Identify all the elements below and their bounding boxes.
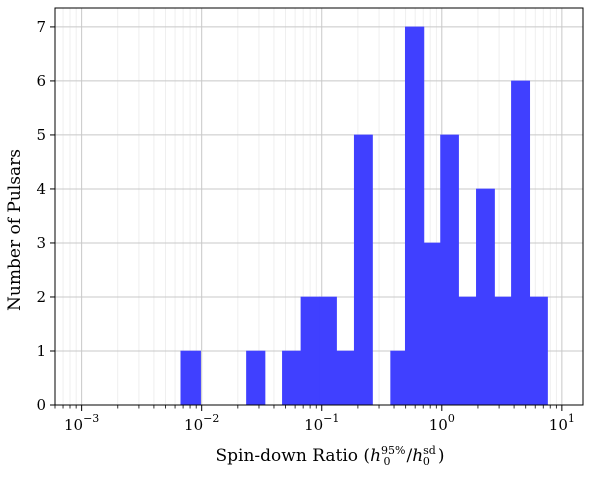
x-tick-label: 10−3 [64,412,99,434]
x-tick-label: 10−1 [304,412,339,434]
x-title-num-sub: 0 [383,455,390,468]
histogram-bar [246,350,266,406]
y-tick-label: 0 [36,396,46,414]
histogram-bar [353,134,373,406]
x-axis-title: Spin-down Ratio (h95% 0/hsd 0) [216,444,445,468]
x-tick-label-base: 10 [184,416,203,434]
histogram-bar [494,296,512,406]
bar-layer [180,26,548,406]
histogram-bar [476,188,495,406]
histogram-bar [440,134,459,406]
x-title-num-base: h [370,446,381,466]
axes-layer [54,7,584,406]
x-tick-label-exponent: 1 [568,412,575,425]
x-title-num-sup: 95% [381,444,405,457]
histogram-bar [319,296,337,406]
histogram-bar [404,26,425,406]
histogram-bar [282,350,302,406]
x-tick-label-base: 10 [549,416,568,434]
x-tick-label-exponent: −3 [83,412,99,425]
histogram-bar [511,80,531,406]
y-tick-label: 5 [36,126,46,144]
histogram-bar [180,350,201,406]
plot-frame [54,7,584,406]
x-tick-label: 101 [549,412,575,434]
x-tick-label-base: 10 [64,416,83,434]
histogram-bar [458,296,477,406]
y-tick-label: 2 [36,288,46,306]
x-tick-label: 10−2 [184,412,219,434]
y-axis-title: Number of Pulsars [5,149,25,311]
x-tick-label-exponent: −1 [323,412,339,425]
x-title-prefix: Spin-down Ratio ( [216,446,371,466]
y-tick-label: 3 [36,234,46,252]
histogram-bar [423,242,441,406]
histogram-bar [300,296,320,406]
x-tick-label-base: 10 [429,416,448,434]
x-tick-label: 100 [429,412,455,434]
x-title-suffix: ) [438,446,445,466]
x-title-den-sub: 0 [423,455,430,468]
histogram-bar [390,350,406,406]
histogram-bar [336,350,355,406]
x-title-den-base: h [412,446,423,466]
x-tick-label-base: 10 [304,416,323,434]
y-tick-label: 4 [36,180,46,198]
y-tick-label: 1 [36,342,46,360]
x-tick-label-exponent: −2 [203,412,219,425]
y-tick-label: 6 [36,72,46,90]
x-tick-label-exponent: 0 [448,412,455,425]
x-title-divider: / [406,446,412,466]
x-title-den-sup: sd [423,444,436,457]
y-tick-label: 7 [36,18,46,36]
histogram-bar [529,296,548,406]
